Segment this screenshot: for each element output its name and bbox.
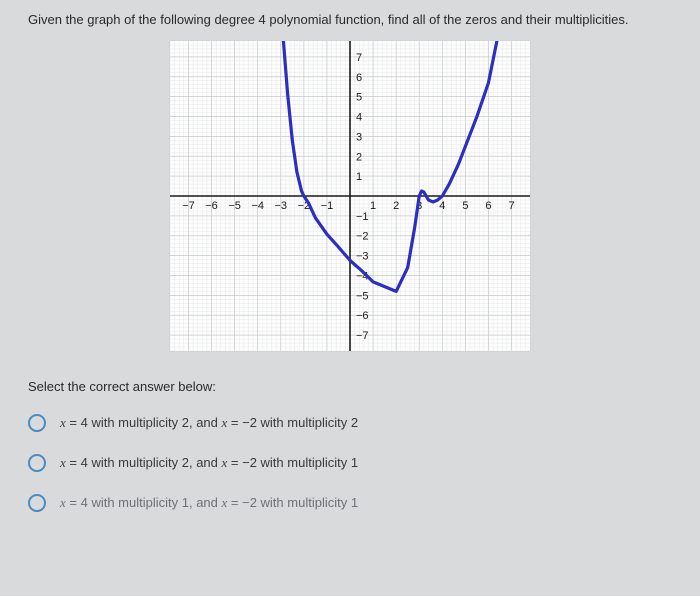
- svg-text:−4: −4: [251, 200, 264, 212]
- radio-1[interactable]: [28, 454, 46, 472]
- option-label-0: x = 4 with multiplicity 2, and x = −2 wi…: [60, 415, 358, 431]
- svg-text:−5: −5: [356, 290, 369, 302]
- svg-text:−6: −6: [205, 200, 218, 212]
- option-label-1: x = 4 with multiplicity 2, and x = −2 wi…: [60, 455, 358, 471]
- svg-text:−5: −5: [228, 200, 241, 212]
- svg-text:3: 3: [356, 131, 362, 143]
- svg-text:5: 5: [356, 92, 362, 104]
- svg-text:4: 4: [356, 112, 362, 124]
- svg-text:2: 2: [356, 151, 362, 163]
- svg-text:−1: −1: [356, 211, 369, 223]
- svg-text:−3: −3: [274, 200, 287, 212]
- svg-text:5: 5: [462, 200, 468, 212]
- graph-container: −7−6−5−4−3−2−11234567−7−6−5−4−3−2−112345…: [28, 41, 672, 351]
- svg-text:2: 2: [393, 200, 399, 212]
- select-prompt: Select the correct answer below:: [28, 379, 672, 394]
- svg-text:6: 6: [356, 72, 362, 84]
- graph-svg: −7−6−5−4−3−2−11234567−7−6−5−4−3−2−112345…: [170, 41, 530, 351]
- svg-text:6: 6: [485, 200, 491, 212]
- radio-2[interactable]: [28, 494, 46, 512]
- svg-text:7: 7: [508, 200, 514, 212]
- svg-text:1: 1: [356, 171, 362, 183]
- svg-text:−7: −7: [356, 330, 369, 342]
- svg-text:1: 1: [370, 200, 376, 212]
- svg-text:−7: −7: [182, 200, 195, 212]
- svg-text:4: 4: [439, 200, 445, 212]
- option-row-1[interactable]: x = 4 with multiplicity 2, and x = −2 wi…: [28, 454, 672, 472]
- options-list: x = 4 with multiplicity 2, and x = −2 wi…: [28, 414, 672, 512]
- option-row-2[interactable]: x = 4 with multiplicity 1, and x = −2 wi…: [28, 494, 672, 512]
- svg-text:7: 7: [356, 52, 362, 64]
- option-row-0[interactable]: x = 4 with multiplicity 2, and x = −2 wi…: [28, 414, 672, 432]
- svg-text:−3: −3: [356, 251, 369, 263]
- svg-text:−6: −6: [356, 310, 369, 322]
- svg-text:−2: −2: [356, 231, 369, 243]
- question-text: Given the graph of the following degree …: [28, 12, 672, 27]
- polynomial-graph: −7−6−5−4−3−2−11234567−7−6−5−4−3−2−112345…: [170, 41, 530, 351]
- option-label-2: x = 4 with multiplicity 1, and x = −2 wi…: [60, 495, 358, 511]
- svg-text:−1: −1: [321, 200, 334, 212]
- radio-0[interactable]: [28, 414, 46, 432]
